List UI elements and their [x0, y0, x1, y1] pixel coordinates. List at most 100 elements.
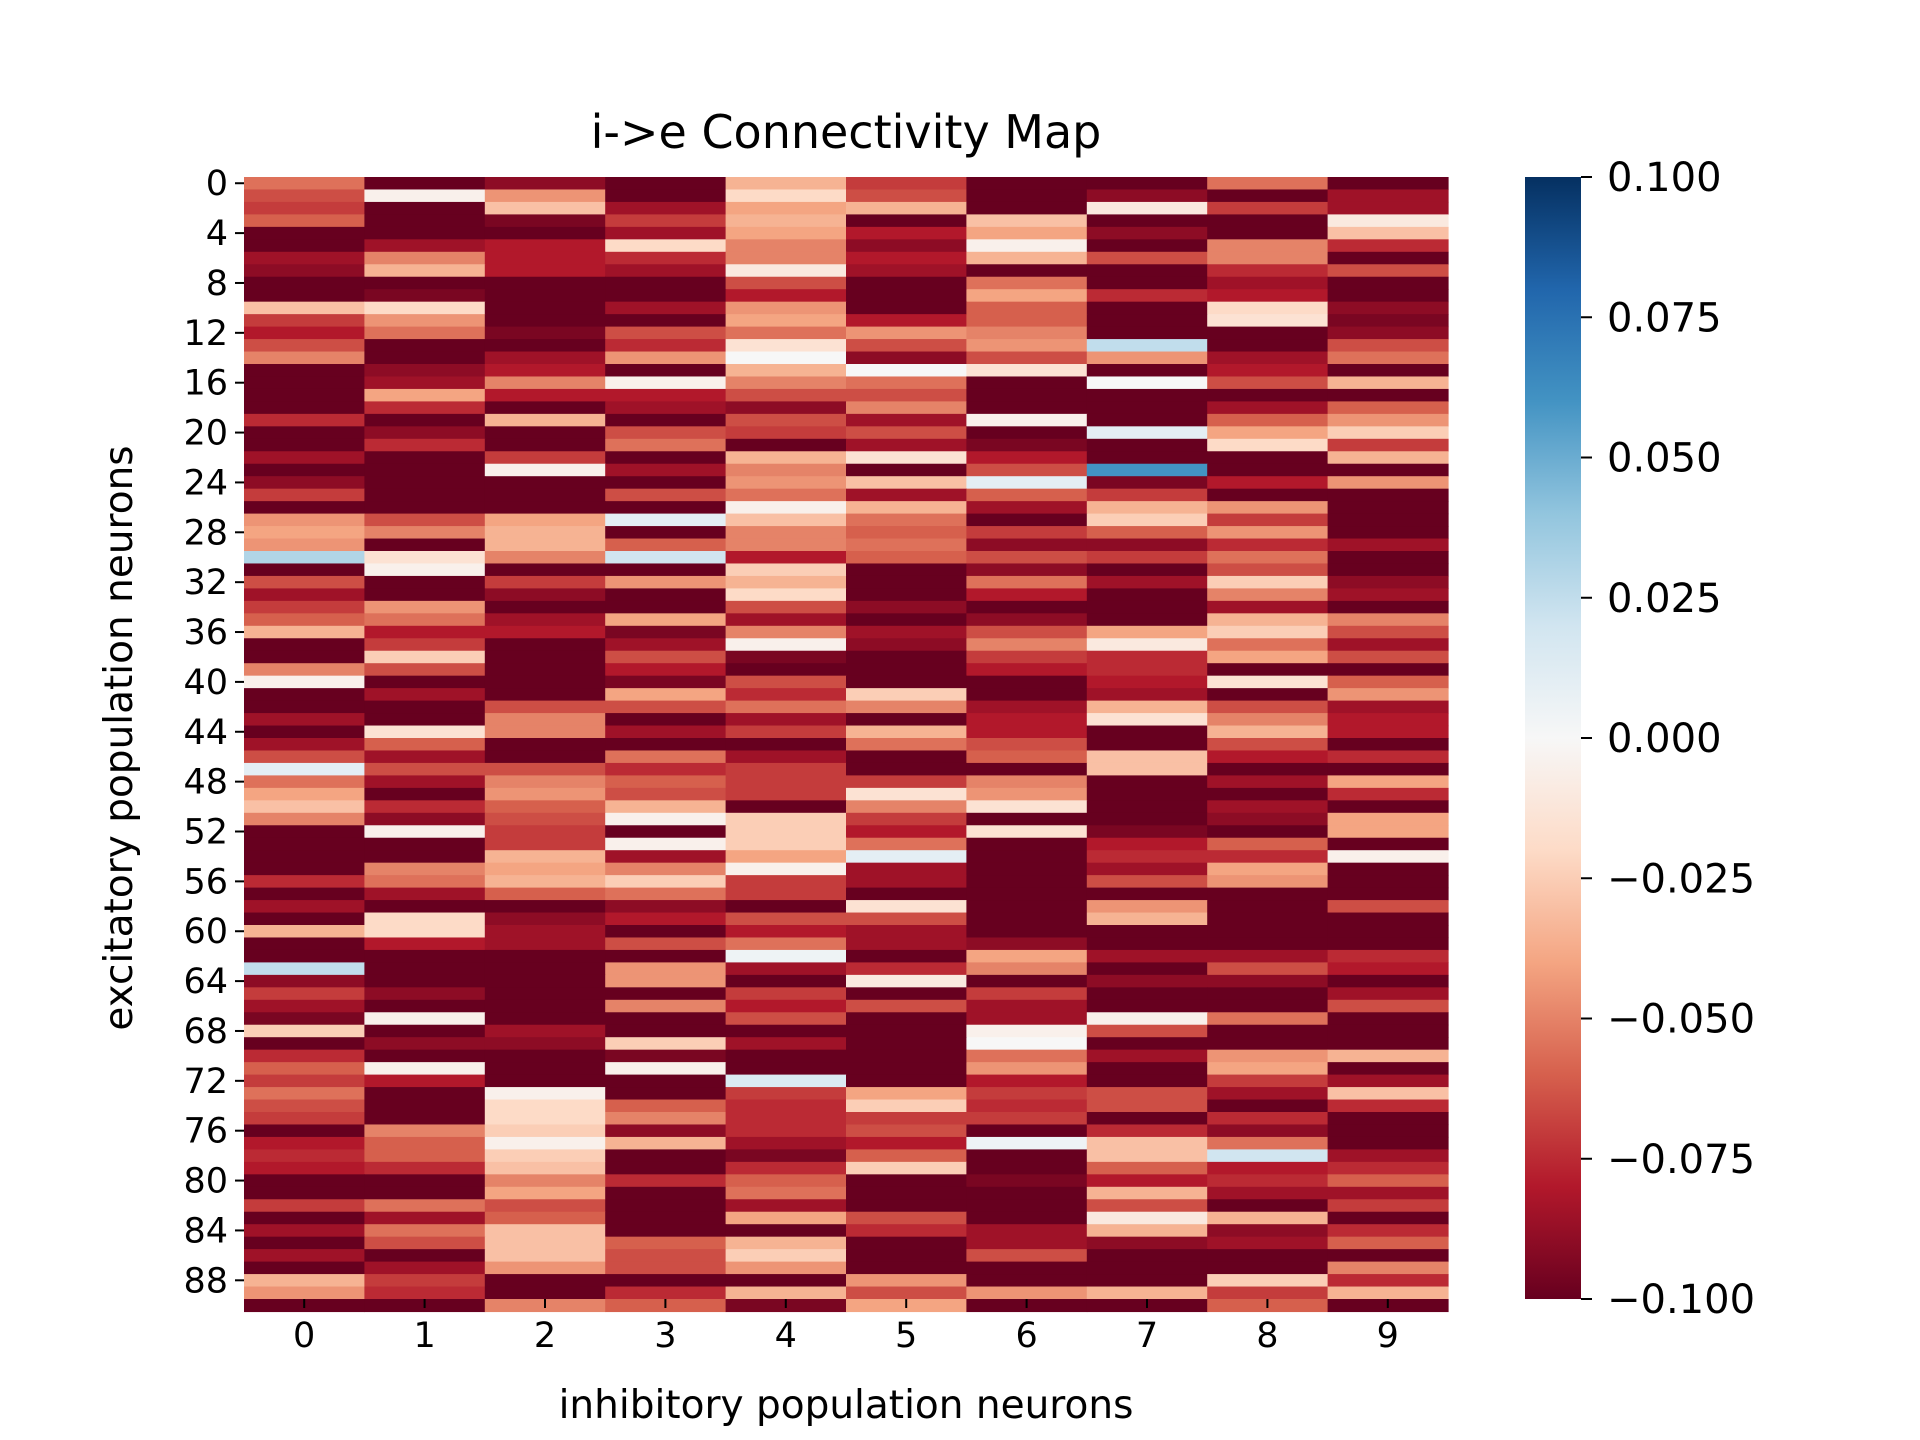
heatmap-cell — [966, 1261, 1088, 1275]
heatmap-cell — [244, 1186, 365, 1200]
heatmap-cell — [966, 551, 1088, 565]
heatmap-cell — [484, 900, 606, 914]
heatmap-cell — [1327, 401, 1449, 415]
heatmap-cell — [605, 949, 727, 963]
heatmap-cell — [1086, 738, 1208, 752]
heatmap-cell — [364, 301, 486, 315]
heatmap-cell — [364, 812, 486, 826]
heatmap-cell — [1207, 738, 1329, 752]
heatmap-cell — [725, 1049, 847, 1063]
x-tick-label: 2 — [534, 1316, 556, 1356]
heatmap-cell — [846, 1224, 967, 1238]
heatmap-cell — [605, 201, 727, 215]
heatmap-cell — [966, 613, 1088, 627]
heatmap-cell — [846, 825, 967, 839]
heatmap-cell — [364, 787, 486, 801]
heatmap-cell — [1207, 1074, 1329, 1088]
heatmap-cell — [1086, 588, 1208, 602]
heatmap-cell — [846, 239, 967, 253]
heatmap-cell — [966, 800, 1088, 814]
heatmap-cell — [1207, 588, 1329, 602]
heatmap-cell — [364, 177, 486, 191]
heatmap-cells — [244, 177, 1449, 1313]
heatmap-cell — [364, 1087, 486, 1101]
heatmap-cell — [1327, 1224, 1449, 1238]
heatmap-cell — [484, 575, 606, 589]
heatmap-cell — [1207, 376, 1329, 390]
heatmap-cell — [244, 364, 365, 378]
heatmap-cell — [1327, 850, 1449, 864]
y-tick-label: 8 — [206, 264, 228, 304]
heatmap-cell — [1086, 837, 1208, 851]
heatmap-cell — [966, 438, 1088, 452]
heatmap-cell — [484, 1062, 606, 1076]
heatmap-cell — [1327, 625, 1449, 639]
heatmap-cell — [605, 538, 727, 552]
heatmap-cell — [605, 1236, 727, 1250]
heatmap-cell — [1086, 762, 1208, 776]
heatmap-cell — [605, 314, 727, 328]
heatmap-cell — [605, 463, 727, 477]
heatmap-cell — [1207, 700, 1329, 714]
heatmap-cell — [846, 650, 967, 664]
heatmap-cell — [244, 999, 365, 1013]
heatmap-cell — [244, 1274, 365, 1288]
heatmap-cell — [966, 563, 1088, 577]
heatmap-cell — [1327, 638, 1449, 652]
heatmap-cell — [1086, 413, 1208, 427]
heatmap-cell — [1086, 625, 1208, 639]
heatmap-cell — [484, 974, 606, 988]
heatmap-cell — [1207, 364, 1329, 378]
heatmap-cell — [484, 588, 606, 602]
heatmap-cell — [484, 825, 606, 839]
heatmap-cell — [605, 526, 727, 540]
heatmap-cell — [364, 513, 486, 527]
heatmap-cell — [1086, 1286, 1208, 1300]
heatmap-cell — [1086, 501, 1208, 515]
heatmap-cell — [484, 426, 606, 440]
heatmap-cell — [846, 688, 967, 702]
heatmap-cell — [1327, 301, 1449, 315]
heatmap-cell — [484, 800, 606, 814]
heatmap-cell — [1086, 426, 1208, 440]
heatmap-cell — [846, 339, 967, 353]
heatmap-cell — [605, 214, 727, 228]
x-axis: 0 1 2 3 4 5 6 7 8 9 — [293, 1299, 1399, 1356]
heatmap-cell — [1207, 251, 1329, 265]
heatmap-cell — [484, 339, 606, 353]
heatmap-cell — [725, 264, 847, 278]
heatmap-cell — [364, 1161, 486, 1175]
colorbar-tick-label: −0.050 — [1607, 997, 1755, 1043]
heatmap-cell — [364, 999, 486, 1013]
heatmap-cell — [1327, 451, 1449, 465]
heatmap-cell — [846, 1124, 967, 1138]
heatmap-cell — [1207, 177, 1329, 191]
heatmap-cell — [1327, 650, 1449, 664]
heatmap-cell — [1086, 1174, 1208, 1188]
heatmap-cell — [1207, 974, 1329, 988]
heatmap-cell — [1207, 488, 1329, 502]
heatmap-cell — [605, 1012, 727, 1026]
heatmap-cell — [846, 962, 967, 976]
heatmap-cell — [846, 1112, 967, 1126]
heatmap-cell — [1207, 1161, 1329, 1175]
heatmap-cell — [846, 388, 967, 402]
heatmap-cell — [846, 513, 967, 527]
heatmap-cell — [605, 812, 727, 826]
heatmap-cell — [605, 1174, 727, 1188]
heatmap-cell — [966, 700, 1088, 714]
heatmap-cell — [846, 1161, 967, 1175]
heatmap-cell — [244, 812, 365, 826]
y-tick-label: 40 — [183, 663, 228, 703]
heatmap-cell — [1327, 563, 1449, 577]
heatmap-cell — [725, 949, 847, 963]
heatmap-cell — [725, 1024, 847, 1038]
y-tick-label: 76 — [183, 1112, 228, 1152]
heatmap-cell — [1327, 1261, 1449, 1275]
heatmap-cell — [1327, 526, 1449, 540]
heatmap-cell — [1086, 488, 1208, 502]
heatmap-cell — [605, 1124, 727, 1138]
heatmap-cell — [364, 451, 486, 465]
heatmap-cell — [244, 513, 365, 527]
heatmap-cell — [725, 713, 847, 727]
